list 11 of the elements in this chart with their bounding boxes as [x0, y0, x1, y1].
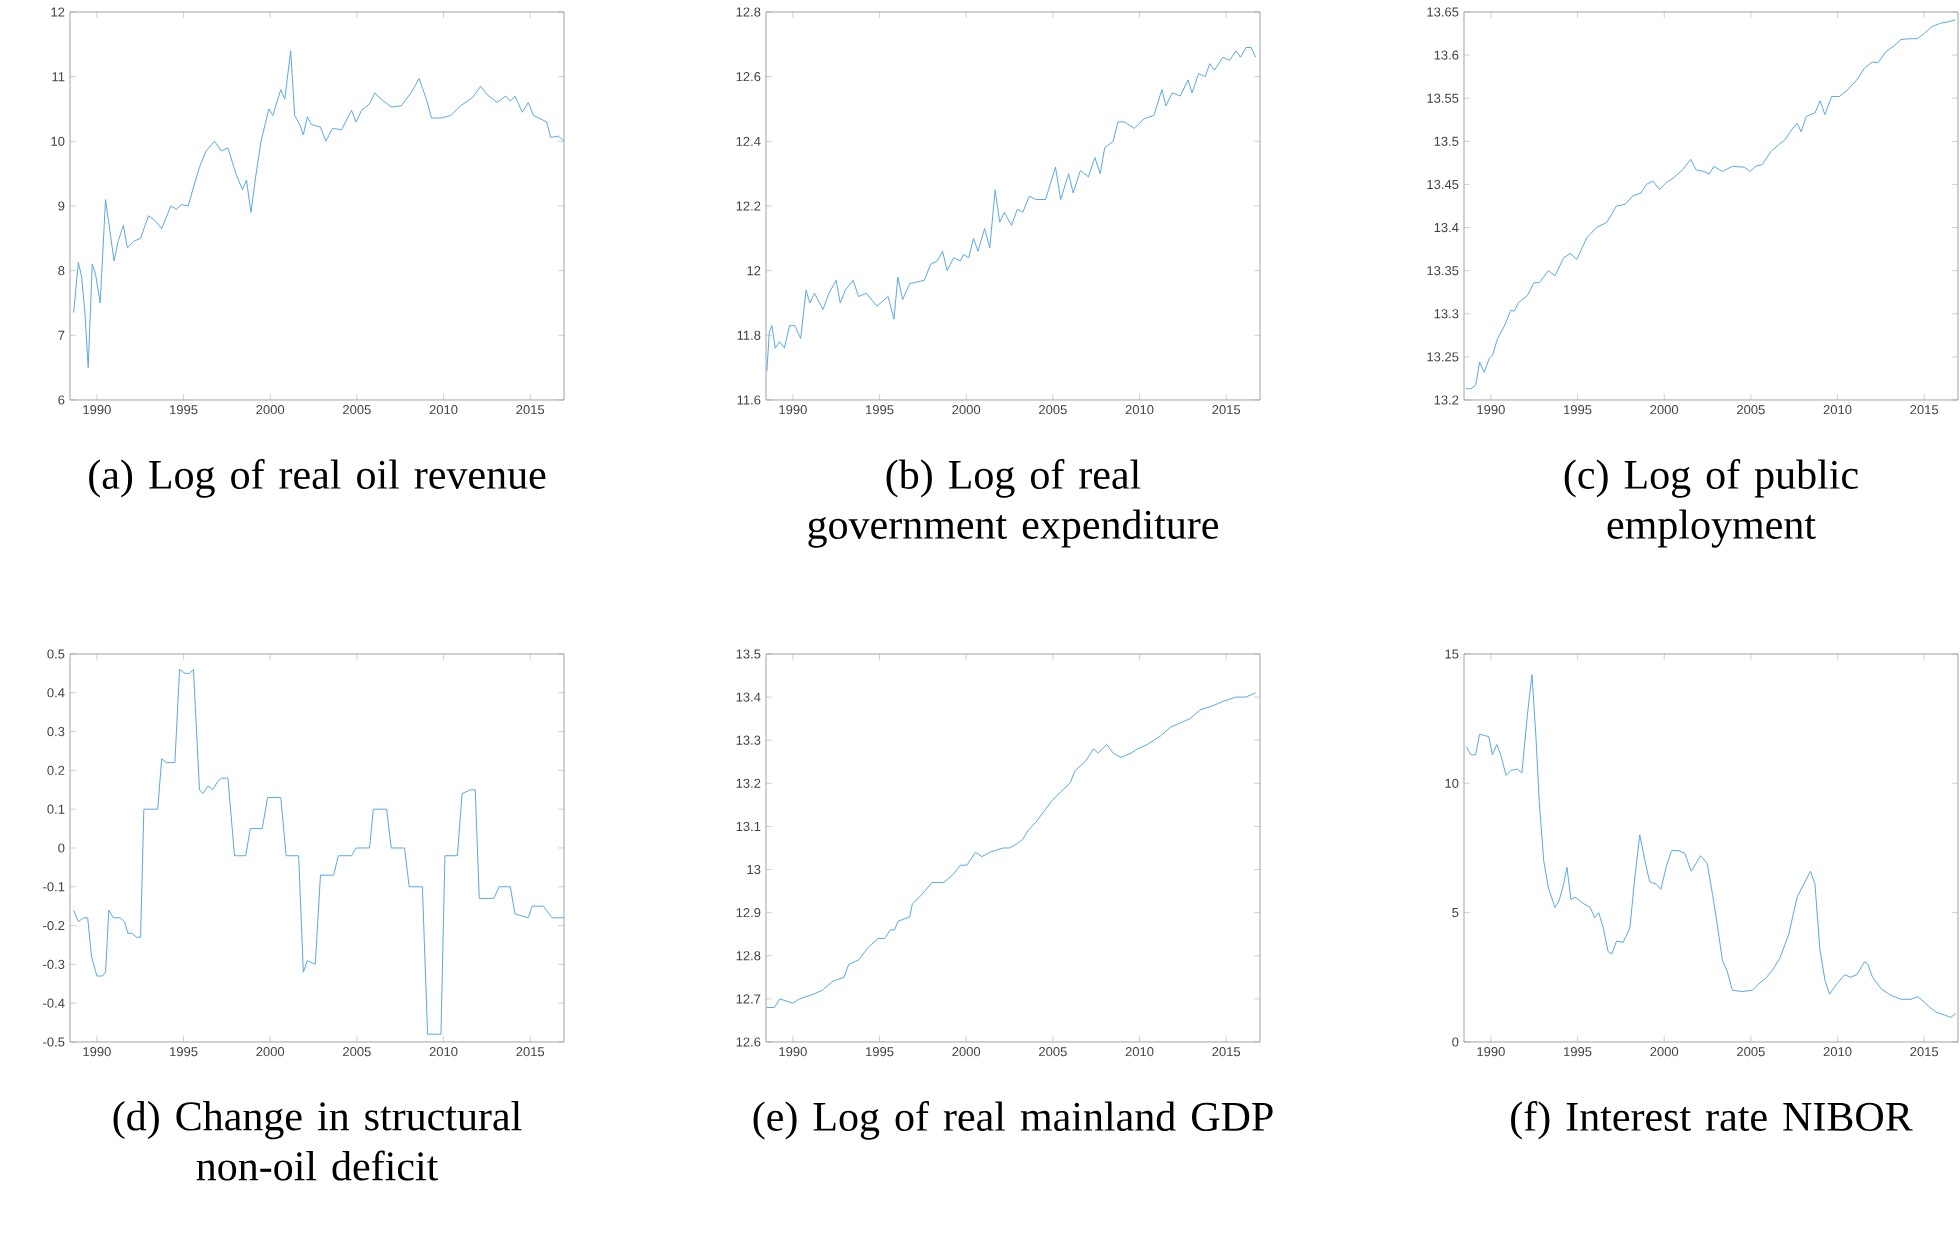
text: (f) Interest rate NIBOR: [1511, 1101, 1913, 1140]
line-series: [766, 692, 1257, 1008]
line-series: [766, 47, 1257, 372]
line-series: [73, 50, 564, 369]
text: (d) Change in structural non-oil deficit: [113, 1101, 522, 1181]
text: (a) Log of real oil revenue: [89, 459, 546, 498]
text: (c) Log of public employment: [1564, 459, 1858, 548]
line-series: [1465, 19, 1956, 390]
text: (b) Log of real government expenditure: [808, 459, 1219, 548]
line-series: [1465, 674, 1957, 1018]
text: (e) Log of real mainland GDP: [753, 1101, 1273, 1140]
